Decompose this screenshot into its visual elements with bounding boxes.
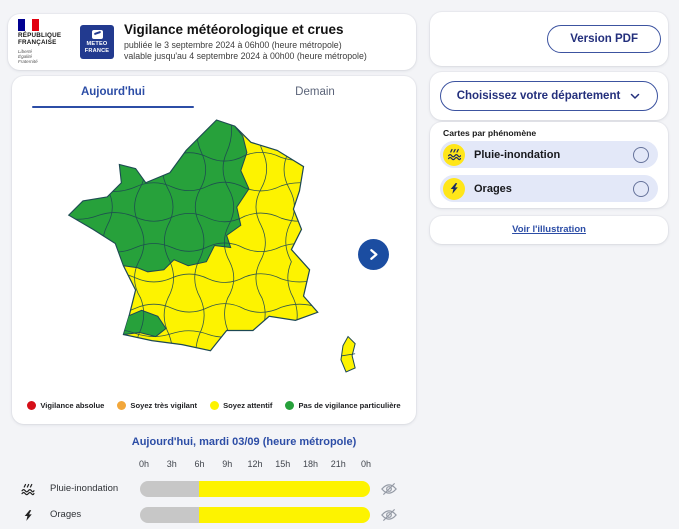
rain-flood-icon [14, 480, 42, 498]
bar-segment-6h-24h [198, 507, 370, 523]
eye-off-icon[interactable] [380, 480, 398, 498]
timeline-section: Aujourd'hui, mardi 03/09 (heure métropol… [8, 430, 418, 523]
tab-demain[interactable]: Demain [295, 86, 335, 98]
rf-logo-line2: FRANÇAISE [18, 39, 57, 47]
thunderstorm-icon [443, 177, 465, 200]
legend-item-vert: Pas de vigilance particulière [285, 401, 401, 410]
rf-logo-line1: RÉPUBLIQUE [18, 32, 62, 40]
version-pdf-button[interactable]: Version PDF [547, 25, 661, 53]
tick-6h: 6h [194, 459, 205, 469]
meteo-france-logo: METEO FRANCE [80, 25, 114, 59]
bar-segment-6h-24h [198, 481, 370, 497]
corse-department-border [341, 353, 355, 357]
meteo-france-symbol-icon [91, 30, 103, 40]
french-flag-icon [18, 19, 39, 32]
vigilance-legend: Vigilance absolue Soyez très vigilant So… [12, 401, 416, 410]
bar-segment-0h-6h [140, 507, 199, 523]
tick-15h: 15h [275, 459, 291, 469]
illustration-card: Voir l'illustration [430, 216, 668, 244]
tick-12h: 12h [247, 459, 263, 469]
header-card: RÉPUBLIQUE FRANÇAISE Liberté Égalité Fra… [8, 14, 416, 70]
tick-9h: 9h [222, 459, 233, 469]
tick-18h: 18h [302, 459, 319, 469]
tick-0h: 0h [138, 459, 149, 469]
validity-date-text: valable jusqu'au 4 septembre 2024 à 00h0… [124, 51, 367, 61]
legend-item-rouge: Vigilance absolue [27, 401, 104, 410]
timeline-bar-pluie-inondation [140, 481, 370, 497]
timeline-row-pluie-inondation: Pluie-inondation [8, 480, 418, 498]
rf-motto-line2: Égalité [18, 54, 33, 60]
timeline-title: Aujourd'hui, mardi 03/09 (heure métropol… [131, 436, 357, 448]
phenomenon-row-pluie-inondation[interactable]: Pluie-inondation [440, 141, 658, 168]
day-tabs: Aujourd'hui Demain [12, 76, 416, 108]
phenomenon-row-orages[interactable]: Orages [440, 175, 658, 202]
mf-logo-line2: FRANCE [84, 47, 110, 54]
republique-francaise-logo: RÉPUBLIQUE FRANÇAISE Liberté Égalité Fra… [18, 19, 74, 64]
timeline-row-orages: Orages [8, 506, 418, 524]
rain-flood-icon [443, 143, 465, 166]
orange-dot-icon [117, 401, 127, 410]
thunderstorm-icon [14, 506, 42, 524]
map-zone-corse[interactable] [339, 335, 356, 373]
red-dot-icon [27, 401, 37, 410]
legend-item-jaune: Soyez attentif [210, 401, 272, 410]
bar-segment-0h-6h [140, 481, 199, 497]
map-zone-southwest-green[interactable] [122, 309, 167, 338]
timeline-bar-orages [140, 507, 370, 523]
department-selector-card: Choisissez votre département [430, 72, 668, 120]
phenomena-card: Cartes par phénomène Pluie-inondation Or… [430, 122, 668, 208]
page-title: Vigilance météorologique et crues [124, 22, 344, 37]
rf-motto-line1: Liberté [18, 48, 33, 54]
choose-department-button[interactable]: Choisissez votre département [440, 81, 658, 111]
choose-department-label: Choisissez votre département [456, 90, 621, 102]
chevron-down-icon [631, 93, 640, 99]
published-date-text: publiée le 3 septembre 2024 à 06h00 (heu… [124, 40, 342, 50]
vigilance-map-card: Aujourd'hui Demain [12, 76, 416, 424]
next-day-arrow-button[interactable] [358, 239, 389, 270]
green-dot-icon [285, 401, 295, 410]
yellow-dot-icon [210, 401, 220, 410]
radio-pluie-inondation[interactable] [633, 146, 649, 163]
pdf-card: Version PDF [430, 12, 668, 66]
tab-aujourdhui[interactable]: Aujourd'hui [12, 76, 214, 108]
tick-3h: 3h [166, 459, 177, 469]
phenomena-title: Cartes par phénomène [443, 128, 537, 138]
france-vigilance-map[interactable] [62, 116, 367, 374]
mf-logo-line1: METEO [86, 41, 108, 48]
radio-orages[interactable] [633, 180, 649, 197]
eye-off-icon[interactable] [380, 506, 398, 524]
tick-21h: 21h [330, 459, 346, 469]
timeline-hour-ticks: 0h 3h 6h 9h 12h 15h 18h 21h 0h [136, 459, 374, 469]
voir-illustration-link[interactable]: Voir l'illustration [512, 224, 586, 235]
rf-motto-line3: Fraternité [18, 59, 38, 65]
tick-24h: 0h [360, 459, 371, 469]
chevron-right-icon [370, 249, 378, 260]
legend-item-orange: Soyez très vigilant [117, 401, 197, 410]
